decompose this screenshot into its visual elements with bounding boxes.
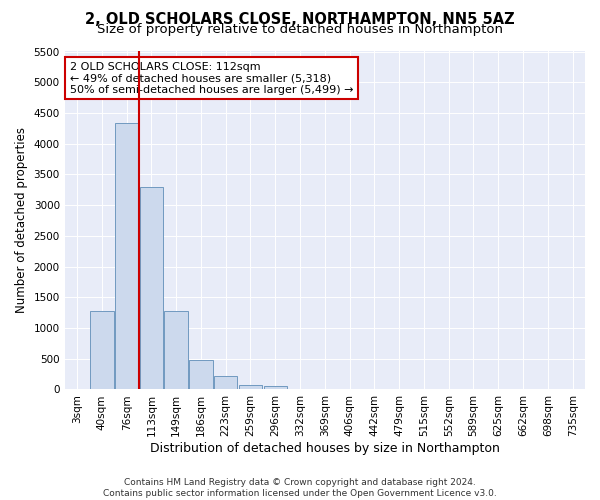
Bar [214, 376, 238, 390]
Bar [239, 384, 262, 390]
Bar [90, 312, 113, 390]
Bar [189, 360, 213, 390]
Bar [164, 311, 188, 390]
Bar [263, 386, 287, 390]
Text: 2, OLD SCHOLARS CLOSE, NORTHAMPTON, NN5 5AZ: 2, OLD SCHOLARS CLOSE, NORTHAMPTON, NN5 … [85, 12, 515, 28]
Text: Size of property relative to detached houses in Northampton: Size of property relative to detached ho… [97, 22, 503, 36]
Text: Contains HM Land Registry data © Crown copyright and database right 2024.
Contai: Contains HM Land Registry data © Crown c… [103, 478, 497, 498]
Bar [140, 186, 163, 390]
X-axis label: Distribution of detached houses by size in Northampton: Distribution of detached houses by size … [150, 442, 500, 455]
Y-axis label: Number of detached properties: Number of detached properties [15, 128, 28, 314]
Text: 2 OLD SCHOLARS CLOSE: 112sqm
← 49% of detached houses are smaller (5,318)
50% of: 2 OLD SCHOLARS CLOSE: 112sqm ← 49% of de… [70, 62, 353, 95]
Bar [115, 123, 139, 390]
